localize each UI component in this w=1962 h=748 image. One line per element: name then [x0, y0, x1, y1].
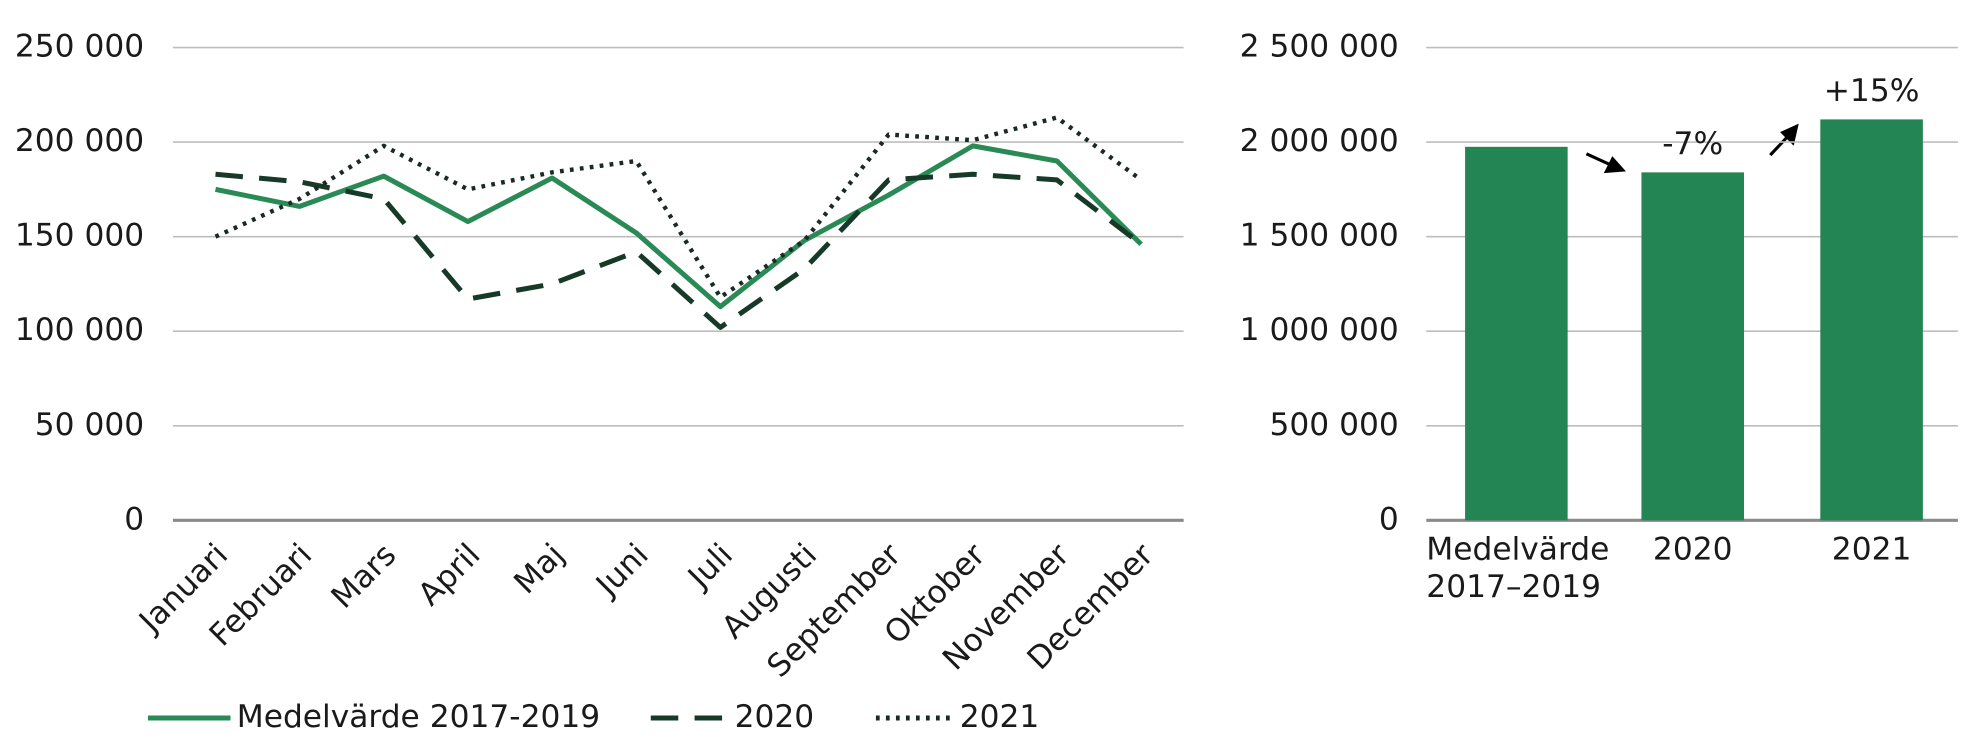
x-tick-label: 2021: [1832, 531, 1912, 567]
line-series: [214, 115, 1143, 300]
x-tick-label: Mars: [325, 537, 404, 616]
y-tick-label: 500 000: [1269, 407, 1398, 443]
y-tick-label: 0: [124, 501, 144, 537]
x-tick-label: Medelvärde 2017–2019: [1426, 531, 1609, 605]
annotation-arrows: [1585, 123, 1799, 174]
y-tick-label: 1 000 000: [1240, 312, 1399, 348]
line-series: [215, 171, 1143, 330]
line-series: [214, 143, 1143, 310]
legend-label: 2020: [735, 699, 815, 735]
y-tick-label: 250 000: [15, 29, 144, 65]
legend-label: Medelvärde 2017-2019: [237, 699, 600, 735]
bar: [1641, 172, 1745, 521]
arrowhead: [1603, 156, 1626, 174]
x-tick-label: Juni: [588, 537, 656, 605]
bar: [1820, 119, 1923, 521]
y-tick-label: 0: [1379, 501, 1399, 537]
y-tick-label: 150 000: [15, 218, 144, 254]
y-tick-label: 2 500 000: [1240, 29, 1399, 65]
annotation: -7%: [1662, 126, 1723, 162]
x-tick-label: 2020: [1653, 531, 1733, 567]
bar: [1465, 146, 1568, 521]
annotation: +15%: [1824, 73, 1920, 109]
x-tick-label: Juli: [680, 537, 740, 597]
y-tick-label: 200 000: [15, 123, 144, 159]
x-tick-label: April: [411, 537, 487, 613]
legend-label: 2021: [960, 699, 1040, 735]
arrowhead: [1780, 123, 1799, 146]
y-tick-label: 100 000: [15, 312, 144, 348]
y-tick-label: 2 000 000: [1240, 123, 1399, 159]
y-tick-label: 50 000: [35, 407, 144, 443]
y-tick-label: 1 500 000: [1240, 218, 1399, 254]
arrow: [1769, 134, 1791, 157]
x-tick-label: Maj: [507, 537, 571, 601]
